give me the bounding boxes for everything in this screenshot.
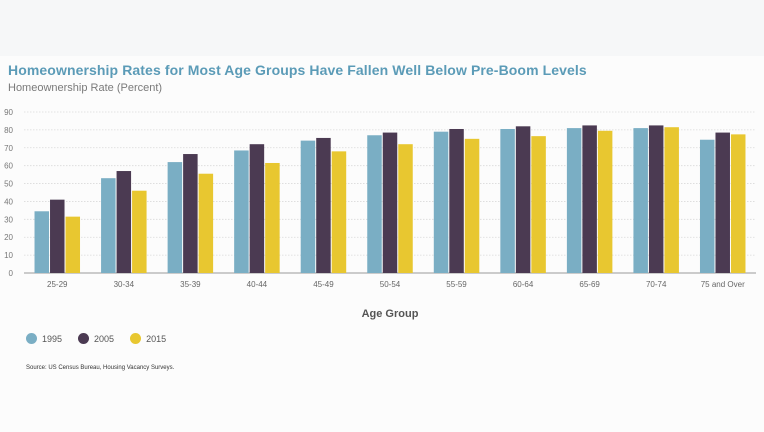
bar-2015-70-74 (664, 127, 679, 273)
legend-label: 2015 (146, 333, 167, 344)
bar-1995-70-74 (633, 128, 648, 273)
bar-chart: 0 10 20 30 40 50 60 70 80 90 25-29 30-34 35-39 40-44 4… (4, 108, 756, 289)
bar-2005-25-29 (50, 199, 65, 273)
bar-1995-45-49 (300, 140, 316, 273)
bar-1995-35-39 (167, 162, 183, 273)
bar-1995-40-44 (234, 150, 249, 273)
bar-2005-45-49 (316, 137, 331, 273)
legend-swatch (130, 333, 142, 344)
legend-label: 1995 (42, 333, 63, 344)
y-tick-label: 70 (4, 144, 13, 153)
bar-2015-50-54 (398, 144, 413, 273)
x-tick-label: 30-34 (114, 280, 135, 289)
y-tick-label: 40 (4, 197, 13, 206)
bar-2015-25-29 (65, 216, 81, 273)
x-tick-label: 25-29 (47, 280, 68, 289)
legend-swatch (26, 333, 37, 344)
bar-1995-50-54 (367, 135, 382, 273)
bar-2005-30-34 (116, 171, 132, 273)
y-tick-label: 80 (4, 126, 13, 135)
x-tick-label: 55-59 (446, 280, 467, 289)
x-tick-label: 50-54 (380, 280, 401, 289)
x-tick-label: 45-49 (313, 280, 334, 289)
top-band (0, 0, 764, 56)
bar-2005-55-59 (449, 128, 464, 273)
bar-2015-30-34 (132, 190, 147, 273)
bar-1995-60-64 (500, 128, 515, 273)
y-tick-label: 90 (4, 108, 13, 117)
bar-2005-70-74 (648, 125, 664, 274)
bar-2015-55-59 (464, 138, 480, 273)
bar-2015-75 and Over (730, 134, 746, 273)
bar-2005-60-64 (515, 126, 531, 273)
legend-item-1995: 1995 (26, 333, 62, 344)
bar-1995-30-34 (101, 178, 116, 273)
bar-1995-25-29 (34, 211, 50, 273)
x-tick-label: 70-74 (646, 280, 667, 289)
legend: 1995 2005 2015 (26, 333, 166, 344)
bar-2005-35-39 (183, 154, 198, 273)
bar-1995-55-59 (433, 131, 449, 273)
bar-1995-65-69 (566, 128, 582, 273)
x-tick-label: 40-44 (247, 280, 268, 289)
y-tick-label: 10 (4, 251, 13, 260)
y-tick-label: 20 (4, 233, 13, 242)
x-tick-label: 35-39 (180, 280, 201, 289)
legend-item-2005: 2005 (78, 333, 114, 344)
bar-2015-35-39 (198, 173, 214, 273)
legend-label: 2005 (94, 333, 115, 344)
y-tick-label: 50 (4, 180, 13, 189)
x-axis-label: Age Group (361, 308, 419, 320)
x-tick-label: 65-69 (579, 280, 600, 289)
source-note: Source: US Census Bureau, Housing Vacanc… (26, 365, 175, 371)
bar-2015-65-69 (597, 130, 613, 273)
bar-2005-40-44 (249, 144, 265, 273)
y-tick-label: 30 (4, 215, 13, 224)
bar-2015-40-44 (265, 162, 280, 273)
y-tick-label: 60 (4, 162, 13, 171)
bar-2015-60-64 (531, 136, 546, 273)
x-tick-label: 75 and Over (701, 280, 745, 289)
legend-swatch (78, 333, 90, 344)
chart-title: Homeownership Rates for Most Age Groups … (8, 62, 587, 78)
bar-2005-75 and Over (715, 132, 730, 273)
bar-2005-50-54 (382, 132, 398, 273)
bar-2015-45-49 (331, 151, 347, 273)
bar-2005-65-69 (582, 125, 597, 274)
y-tick-label: 0 (9, 269, 14, 278)
bar-1995-75 and Over (699, 139, 715, 273)
y-axis-label: Homeownership Rate (Percent) (8, 82, 163, 94)
x-tick-label: 60-64 (513, 280, 534, 289)
legend-item-2015: 2015 (130, 333, 166, 344)
